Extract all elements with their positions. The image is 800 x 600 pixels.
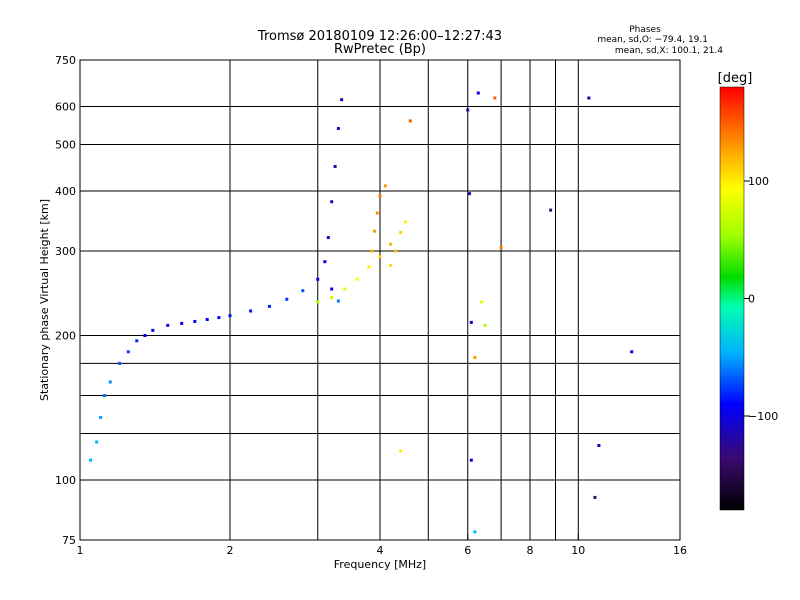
data-point: [499, 246, 503, 250]
colorbar: [719, 86, 745, 511]
data-point: [597, 444, 601, 448]
x-tick-label: 10: [571, 544, 585, 557]
y-tick-label: 400: [55, 185, 76, 198]
y-tick-label: 500: [55, 139, 76, 152]
x-tick-label: 6: [464, 544, 471, 557]
colorbar-label: [deg]: [718, 71, 753, 86]
y-tick-label: 75: [62, 534, 76, 547]
y-axis-ticks: 75 100 200 300 400 500 600 750: [55, 54, 86, 547]
data-point: [89, 458, 93, 462]
colorbar-tick-label: 0: [748, 293, 755, 306]
y-tick-label: 300: [55, 245, 76, 258]
data-point: [205, 317, 209, 321]
y-axis-label: Stationary phase Virtual Height [km]: [38, 199, 51, 401]
x-tick-label: 4: [377, 544, 384, 557]
data-point: [285, 297, 289, 301]
data-point: [355, 277, 359, 281]
data-point: [587, 96, 591, 100]
data-point: [469, 320, 473, 324]
data-point: [394, 249, 398, 253]
data-point: [483, 323, 487, 327]
data-point: [378, 255, 382, 259]
phases-o-mean: mean, sd,O: −79.4, 19.1: [597, 35, 708, 45]
x-tick-label: 16: [673, 544, 687, 557]
x-axis-ticks: 1 2 4 6 8 10 16: [77, 534, 687, 557]
data-point: [336, 299, 340, 303]
grid-lines: [80, 60, 680, 540]
x-tick-label: 8: [527, 544, 534, 557]
data-point: [99, 415, 103, 419]
data-point: [217, 316, 221, 320]
data-point: [117, 361, 121, 365]
data-point: [375, 211, 379, 215]
chart-subtitle: RwPretec (Bp): [334, 42, 426, 57]
data-point: [593, 495, 597, 499]
data-point: [476, 91, 480, 95]
data-point: [340, 98, 344, 102]
data-point: [135, 339, 139, 343]
data-points: [89, 91, 634, 534]
data-point: [143, 334, 147, 338]
colorbar-tick-label: 100: [748, 175, 769, 188]
data-point: [333, 164, 337, 168]
data-point: [180, 321, 184, 325]
data-point: [343, 287, 347, 291]
data-point: [166, 323, 170, 327]
data-point: [330, 287, 334, 291]
data-point: [301, 289, 305, 293]
x-axis-label: Frequency [MHz]: [334, 558, 426, 571]
data-point: [326, 236, 330, 240]
data-point: [473, 355, 477, 359]
data-point: [378, 194, 382, 198]
data-point: [466, 108, 470, 112]
x-tick-label: 1: [77, 544, 84, 557]
chart-title: Tromsø 20180109 12:26:00–12:27:43: [257, 29, 502, 44]
phases-x-mean: mean, sd,X: 100.1, 21.4: [615, 46, 723, 56]
data-point: [193, 319, 197, 323]
data-point: [316, 277, 320, 281]
phases-title: Phases: [629, 25, 661, 35]
data-point: [370, 249, 374, 253]
y-tick-label: 750: [55, 54, 76, 67]
data-point: [228, 314, 232, 318]
data-point: [95, 440, 99, 444]
data-point: [108, 380, 112, 384]
data-point: [330, 296, 334, 300]
data-point: [267, 304, 271, 308]
data-point: [473, 530, 477, 534]
data-point: [126, 350, 130, 354]
data-point: [389, 263, 393, 267]
data-point: [330, 200, 334, 204]
y-tick-label: 600: [55, 101, 76, 114]
data-point: [469, 458, 473, 462]
data-point: [151, 328, 155, 332]
data-point: [316, 300, 320, 304]
data-point: [373, 229, 377, 233]
data-point: [493, 96, 497, 100]
colorbar-ticks: 100 0 −100: [744, 175, 778, 423]
data-point: [336, 126, 340, 130]
data-point: [468, 192, 472, 196]
data-point: [367, 265, 371, 269]
data-point: [249, 309, 253, 313]
x-tick-label: 2: [227, 544, 234, 557]
data-point: [323, 260, 327, 264]
data-point: [549, 208, 553, 212]
data-point: [103, 394, 107, 398]
y-tick-label: 200: [55, 330, 76, 343]
data-point: [480, 300, 484, 304]
data-point: [630, 350, 634, 354]
data-point: [389, 242, 393, 246]
data-point: [408, 119, 412, 123]
data-point: [399, 230, 403, 234]
colorbar-tick-label: −100: [748, 410, 778, 423]
data-point: [403, 220, 407, 224]
y-tick-label: 100: [55, 474, 76, 487]
data-point: [383, 184, 387, 188]
data-point: [399, 449, 403, 453]
